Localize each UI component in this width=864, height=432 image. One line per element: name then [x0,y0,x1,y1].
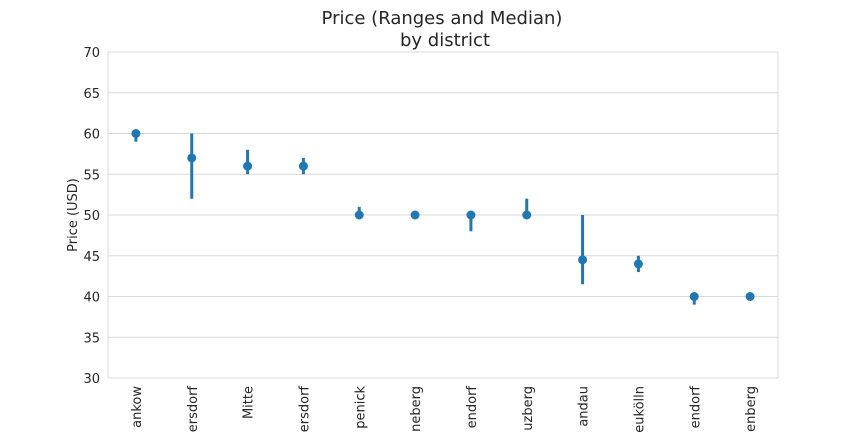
x-tick-label: Mitte [242,386,257,419]
x-tick-label: eukölln [632,386,647,432]
y-axis: 30 35 40 45 50 55 60 65 70 [83,46,100,387]
y-tick-label: 45 [83,250,100,265]
y-tick-label: 50 [83,209,100,224]
median-point [689,292,699,301]
median-point [298,161,308,171]
median-point [745,292,755,301]
y-tick-label: 55 [83,168,100,183]
median-point [522,210,532,220]
median-point [243,161,253,171]
y-tick-label: 30 [83,372,100,387]
plot-frame [107,51,779,379]
x-tick-label: ersdorf [186,386,201,432]
chart-subtitle: by district [400,30,490,51]
x-tick-label: andau [577,386,592,427]
x-tick-label: endorf [688,386,703,429]
y-tick-label: 60 [83,128,100,143]
median-point [633,259,643,269]
x-tick-label: ersdorf [297,386,312,432]
x-tick-label: uzberg [521,386,536,431]
y-axis-label: Price (USD) [66,178,81,252]
median-point [131,129,141,138]
median-point [410,210,420,220]
median-point [354,210,364,220]
x-tick-label: penick [353,386,368,429]
median-point [187,153,197,163]
plot-marks [131,129,755,305]
median-point [578,255,588,265]
x-tick-label: endorf [465,386,480,429]
y-tick-label: 40 [83,291,100,306]
y-tick-label: 65 [83,87,100,102]
chart-title: Price (Ranges and Median) [322,8,563,29]
median-point [466,210,476,220]
grid-layer [108,51,778,379]
y-tick-label: 35 [83,331,100,346]
y-tick-label: 70 [83,46,100,61]
x-axis: ankow ersdorf Mitte ersdorf penick neberg endo… [130,386,759,432]
x-tick-label: neberg [409,386,424,432]
x-tick-label: enberg [744,386,759,432]
x-tick-label: ankow [130,386,145,428]
